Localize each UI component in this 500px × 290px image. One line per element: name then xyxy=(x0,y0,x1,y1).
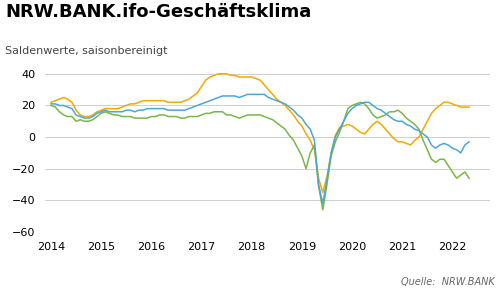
Text: NRW.BANK.ifo-Geschäftsklima: NRW.BANK.ifo-Geschäftsklima xyxy=(5,3,311,21)
Text: Quelle:  NRW.BANK: Quelle: NRW.BANK xyxy=(401,277,495,287)
Text: Saldenwerte, saisonbereinigt: Saldenwerte, saisonbereinigt xyxy=(5,46,168,56)
